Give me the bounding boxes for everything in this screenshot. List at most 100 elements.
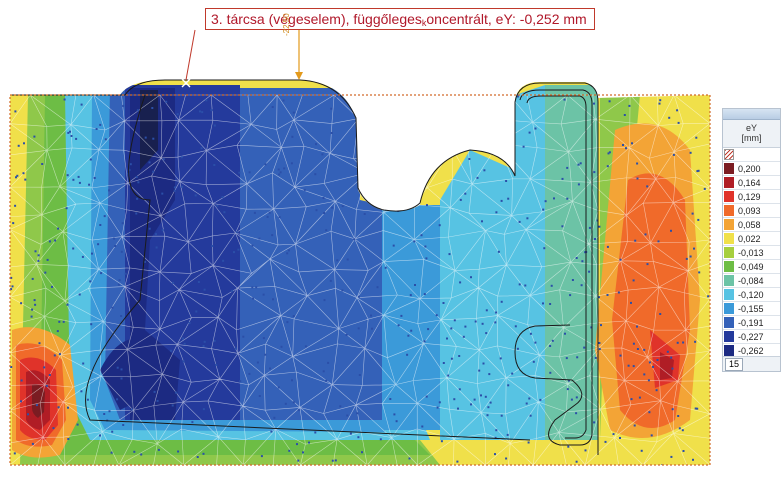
mesh-node [213,124,216,127]
mesh-node [122,104,125,107]
mesh-node [371,327,373,330]
mesh-node [527,441,530,444]
mesh-node [205,99,208,102]
mesh-node [424,245,427,248]
mesh-node [481,322,484,325]
mesh-node [315,209,318,212]
mesh-node [500,199,503,202]
legend-title-bar[interactable] [723,109,780,120]
mesh-node [593,171,596,174]
legend-row: -0,155 [723,302,780,316]
mesh-node [696,170,699,173]
mesh-node [269,367,271,370]
mesh-node [570,398,573,401]
mesh-node [370,195,373,198]
legend-swatch [724,219,734,230]
mesh-node [528,397,531,400]
mesh-node [27,413,29,416]
mesh-node [421,425,424,428]
mesh-node [172,281,175,284]
mesh-node [278,216,281,219]
mesh-node [598,296,600,299]
color-legend[interactable]: eY [mm] 0,200 0,164 0,129 0,093 0,058 0,022 -0… [722,108,781,372]
mesh-node [612,433,615,436]
mesh-node [551,339,554,342]
mesh-node [297,459,300,462]
legend-row: -0,013 [723,246,780,260]
mesh-node [376,286,379,289]
legend-swatch [724,331,734,342]
mesh-node [288,449,291,452]
mesh-node [182,337,184,340]
mesh-node [37,254,40,257]
legend-step-count[interactable]: 15 [725,358,744,371]
mesh-node [542,208,545,211]
mesh-node [272,298,274,301]
mesh-node [262,293,265,296]
mesh-node [682,341,685,344]
mesh-node [237,248,240,251]
mesh-node [579,162,582,165]
mesh-node [500,300,503,303]
callout-subscript: k [421,18,427,28]
mesh-node [296,443,298,446]
mesh-node [489,401,492,404]
legend-unit: eY [mm] [723,120,780,148]
mesh-node [606,165,609,168]
mesh-node [130,408,133,411]
mesh-node [116,366,119,369]
mesh-node [161,192,164,195]
mesh-node [659,99,662,102]
mesh-node [656,359,659,361]
mesh-node [329,279,332,282]
mesh-node [655,389,658,392]
mesh-node [78,181,81,184]
mesh-node [393,413,396,416]
mesh-node [223,211,226,214]
mesh-node [268,211,271,214]
mesh-node [593,421,596,424]
mesh-node [303,188,306,191]
mesh-node [137,181,140,184]
mesh-node [78,293,81,296]
mesh-node [565,357,568,360]
legend-row: -0,191 [723,316,780,330]
mesh-node [133,450,136,453]
mesh-node [136,109,139,112]
load-arrow-icon[interactable] [295,30,303,80]
mesh-node [632,365,635,368]
mesh-node [17,144,20,147]
mesh-node [210,109,213,112]
mesh-node [135,212,138,215]
mesh-node [672,153,675,156]
mesh-node [365,99,368,102]
mesh-node [357,295,360,298]
mesh-node [99,434,101,437]
legend-value: 0,022 [738,233,761,244]
mesh-node [522,145,525,148]
mesh-node [334,459,337,462]
mesh-node [290,162,293,165]
mesh-node [677,121,680,124]
mesh-node [23,142,25,145]
mesh-node [148,227,151,230]
mesh-node [322,370,325,373]
mesh-node [598,225,601,228]
mesh-node [292,315,295,317]
mesh-node [636,348,639,350]
mesh-node [425,160,428,163]
mesh-node [549,303,552,305]
mesh-node [221,196,224,199]
mesh-node [518,220,521,223]
mesh-node [423,340,426,343]
mesh-node [577,183,580,186]
result-callout[interactable]: 3. tárcsa (végeselem), függőlegeskoncent… [205,8,595,30]
mesh-node [703,187,706,190]
mesh-node [116,398,119,401]
mesh-node [630,398,633,401]
mesh-node [292,401,295,404]
mesh-node [543,247,546,250]
mesh-node [120,250,123,253]
mesh-node [124,272,127,275]
